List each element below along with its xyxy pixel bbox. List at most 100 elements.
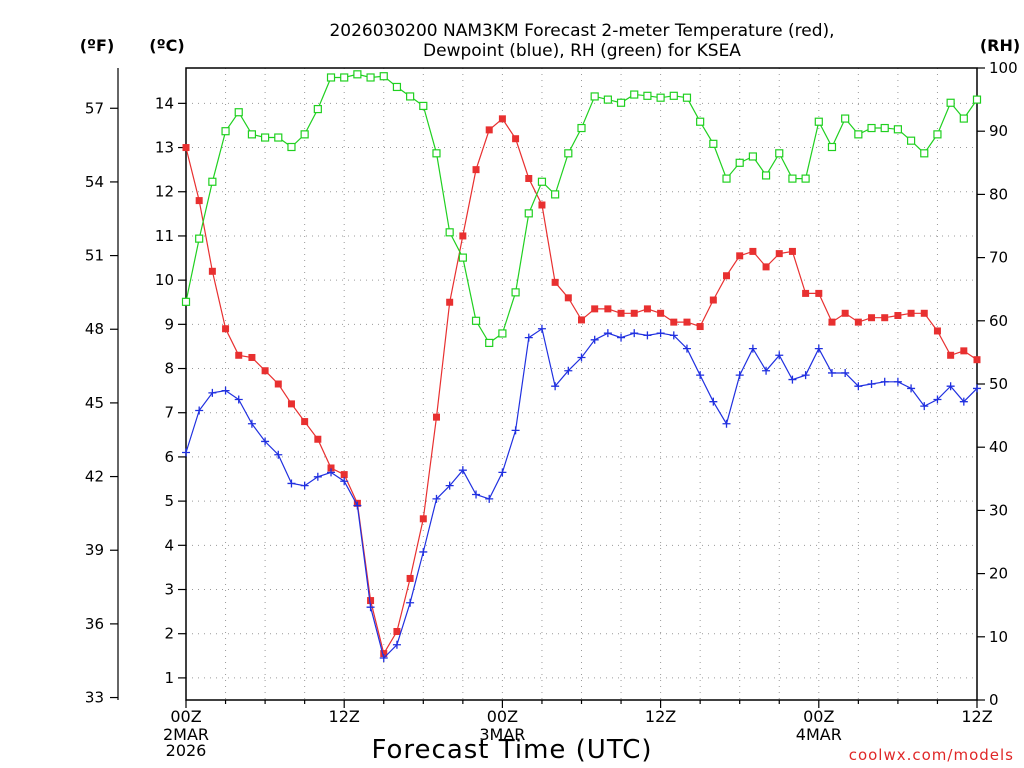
temperature-point bbox=[235, 351, 243, 359]
temperature-point bbox=[907, 309, 915, 317]
celsius-tick-label: 5 bbox=[164, 492, 174, 510]
dewpoint-point bbox=[827, 368, 836, 377]
rh-point bbox=[458, 253, 467, 262]
celsius-tick-label: 9 bbox=[164, 315, 174, 333]
fahrenheit-tick-label: 42 bbox=[85, 468, 104, 486]
data-series bbox=[181, 70, 982, 663]
rh-tick-label: 100 bbox=[989, 59, 1018, 77]
dewpoint-point bbox=[933, 395, 942, 404]
dewpoint-point bbox=[274, 450, 283, 459]
rh-point bbox=[261, 133, 270, 142]
rh-point bbox=[682, 93, 692, 102]
rh-point bbox=[906, 136, 916, 145]
rh-point bbox=[788, 174, 797, 183]
dewpoint-point bbox=[590, 335, 599, 344]
dewpoint-point bbox=[182, 448, 190, 457]
temperature-point bbox=[709, 296, 717, 304]
chart-title-line-2: Dewpoint (blue), RH (green) for KSEA bbox=[423, 41, 741, 61]
temperature-point bbox=[248, 353, 256, 361]
x-tick-date-label: 4MAR bbox=[796, 725, 842, 744]
fahrenheit-tick-label: 39 bbox=[85, 541, 104, 559]
celsius-axis-label: (ºC) bbox=[149, 36, 184, 55]
rh-point bbox=[946, 98, 955, 107]
temperature-point bbox=[459, 232, 467, 240]
dewpoint-point bbox=[880, 377, 889, 386]
temperature-point bbox=[525, 174, 533, 182]
dewpoint-point bbox=[617, 333, 626, 342]
temperature-point bbox=[564, 294, 572, 302]
rh-tick-label: 50 bbox=[989, 375, 1008, 393]
celsius-tick-label: 1 bbox=[164, 669, 174, 687]
fahrenheit-tick-label: 36 bbox=[85, 615, 104, 633]
x-tick-label: 00Z bbox=[170, 707, 201, 726]
temperature-point bbox=[419, 515, 427, 523]
dewpoint-point bbox=[195, 406, 204, 415]
rh-point bbox=[471, 316, 481, 325]
rh-point bbox=[643, 91, 652, 100]
dewpoint-point bbox=[366, 603, 375, 612]
2-meter-temperature-series bbox=[182, 115, 981, 658]
dewpoint-point bbox=[630, 329, 639, 338]
x-tick-label: 12Z bbox=[329, 707, 360, 726]
temperature-point bbox=[498, 115, 506, 123]
rh-point bbox=[340, 73, 349, 82]
dewpoint-point bbox=[261, 437, 270, 446]
x-tick-date-label: 2MAR bbox=[163, 725, 209, 744]
dewpoint-point bbox=[907, 384, 916, 393]
temperature-point bbox=[894, 311, 902, 319]
dewpoint-point bbox=[775, 351, 784, 360]
axes: 3336394245485154571234567891011121314010… bbox=[85, 59, 1018, 760]
rh-point bbox=[326, 73, 336, 82]
celsius-tick-label: 10 bbox=[155, 271, 174, 289]
rh-point bbox=[867, 123, 876, 133]
celsius-tick-label: 6 bbox=[164, 448, 174, 466]
rh-point bbox=[406, 92, 415, 101]
chart-title-line-1: 2026030200 NAM3KM Forecast 2-meter Tempe… bbox=[329, 21, 834, 41]
temperature-point bbox=[657, 309, 665, 317]
dewpoint-point bbox=[603, 329, 612, 338]
fahrenheit-tick-label: 51 bbox=[85, 247, 104, 265]
dewpoint-point bbox=[353, 501, 362, 510]
temperature-point bbox=[920, 309, 928, 317]
dewpoint-point bbox=[458, 466, 467, 475]
dewpoint-point bbox=[973, 384, 981, 393]
temperature-point bbox=[841, 309, 849, 317]
temperature-point bbox=[538, 201, 546, 209]
rh-tick-label: 20 bbox=[989, 565, 1008, 583]
dewpoint-point bbox=[208, 388, 217, 397]
fahrenheit-tick-label: 45 bbox=[85, 394, 104, 412]
x-tick-label: 00Z bbox=[487, 707, 518, 726]
dewpoint-point bbox=[762, 366, 771, 375]
rh-point bbox=[524, 209, 533, 218]
rh-tick-label: 80 bbox=[989, 185, 1008, 203]
temperature-point bbox=[182, 144, 190, 152]
rh-point bbox=[696, 117, 705, 126]
temperature-point bbox=[643, 305, 651, 313]
dewpoint-point bbox=[643, 331, 652, 340]
rh-tick-label: 30 bbox=[989, 501, 1008, 519]
dewpoint-point bbox=[801, 371, 810, 380]
temperature-point bbox=[222, 325, 230, 333]
celsius-tick-label: 3 bbox=[164, 581, 174, 599]
temperature-point bbox=[446, 298, 454, 306]
rh-point bbox=[195, 234, 204, 243]
dewpoint-point bbox=[485, 494, 494, 503]
temperature-point bbox=[683, 318, 691, 326]
temperature-point bbox=[393, 627, 401, 635]
rh-point bbox=[814, 117, 823, 126]
temperature-point bbox=[670, 318, 678, 326]
celsius-tick-label: 7 bbox=[164, 404, 174, 422]
dewpoint-point bbox=[748, 344, 757, 353]
rh-point bbox=[590, 92, 599, 101]
temperature-point bbox=[287, 400, 295, 408]
dewpoint-point bbox=[959, 397, 968, 406]
temperature-point bbox=[591, 305, 599, 313]
rh-point bbox=[247, 130, 257, 139]
temperature-point bbox=[947, 351, 955, 359]
dewpoint-point bbox=[406, 598, 415, 607]
rh-point bbox=[920, 149, 929, 158]
dewpoint-point bbox=[445, 481, 454, 490]
dewpoint-point bbox=[340, 477, 349, 486]
dewpoint-point bbox=[247, 419, 256, 428]
